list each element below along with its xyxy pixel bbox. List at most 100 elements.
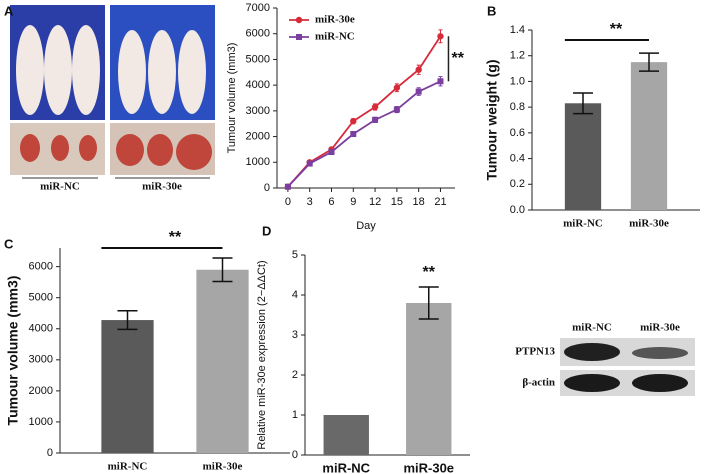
marker [393, 106, 400, 113]
y-axis-label: Tumour volume (mm3) [226, 43, 238, 154]
y-tick-label: 0.4 [510, 152, 525, 164]
blot-band [632, 347, 688, 359]
y-tick-label: 2 [292, 369, 298, 381]
y-tick-label: 4000 [29, 323, 53, 335]
x-tick-label: miR-NC [108, 461, 148, 473]
marker [328, 149, 335, 155]
legend-label: miR-NC [315, 31, 355, 43]
significance: ** [169, 229, 182, 246]
panel-label: B [487, 3, 496, 18]
series-line [287, 35, 442, 188]
x-tick-label: 0 [285, 196, 291, 208]
error-bar [212, 257, 233, 283]
x-tick-label: 12 [369, 196, 381, 208]
y-tick-label: 1000 [246, 156, 270, 168]
error-bar [573, 92, 593, 115]
blot-row: PTPN13 [515, 346, 555, 358]
bar [101, 320, 154, 453]
bar [323, 415, 369, 455]
x-tick-label: 15 [391, 196, 403, 208]
marker [415, 66, 422, 73]
panel-label: C [4, 236, 14, 251]
marker [350, 131, 357, 137]
y-tick-label: 3000 [29, 354, 53, 366]
marker [350, 117, 357, 125]
y-tick-label: 6000 [246, 28, 270, 40]
y-tick-label: 1.4 [510, 24, 525, 36]
legend-marker [296, 34, 302, 40]
y-tick-label: 2000 [246, 130, 270, 142]
blot-band [564, 343, 620, 361]
x-tick-label: miR-NC [563, 218, 603, 230]
panel-label: D [262, 223, 271, 238]
panel-label: A [4, 3, 14, 18]
marker [437, 78, 444, 85]
y-tick-label: 5 [292, 249, 298, 261]
blot-row: β-actin [522, 377, 555, 389]
y-tick-label: 0.6 [510, 127, 525, 139]
legend-marker [295, 16, 303, 24]
y-tick-label: 6000 [29, 261, 53, 273]
error-bar [117, 309, 138, 331]
x-tick-label: 3 [307, 196, 313, 208]
x-tick-label: miR-30e [203, 461, 243, 473]
y-axis-label: Tumour weight (g) [484, 59, 500, 180]
x-tick-label: 18 [413, 196, 425, 208]
y-tick-label: 4000 [246, 79, 270, 91]
x-tick-label: miR-NC [322, 460, 370, 474]
y-tick-label: 0 [264, 182, 270, 194]
significance: ** [423, 264, 436, 281]
blot-column: miR-NC [572, 322, 612, 334]
marker [372, 116, 379, 123]
x-tick-label: 6 [328, 196, 334, 208]
y-tick-label: 3 [292, 329, 298, 341]
y-axis-label: Relative miR-30e expression (2−ΔΔCt) [256, 260, 268, 449]
y-tick-label: 3000 [246, 105, 270, 117]
significance: ** [451, 50, 464, 67]
series-line [287, 80, 441, 188]
y-tick-label: 2000 [29, 385, 53, 397]
legend-label: miR-30e [315, 14, 355, 26]
x-tick-label: 9 [350, 196, 356, 208]
y-tick-label: 4 [292, 289, 298, 301]
y-tick-label: 0.0 [510, 204, 525, 216]
y-tick-label: 5000 [246, 53, 270, 65]
x-tick-label: 21 [434, 196, 446, 208]
y-tick-label: 1.2 [510, 50, 525, 62]
x-tick-label: miR-30e [403, 460, 454, 474]
marker [437, 33, 444, 40]
y-tick-label: 0.8 [510, 101, 525, 113]
x-tick-label: miR-30e [629, 218, 669, 230]
x-axis-label: Day [356, 220, 376, 232]
mice [16, 25, 206, 115]
y-axis-label: Tumour volume (mm3) [5, 276, 21, 426]
error-bar [418, 286, 439, 320]
significance: ** [610, 21, 623, 38]
tumours [20, 134, 212, 170]
y-tick-label: 7000 [246, 2, 270, 14]
blot-column: miR-30e [640, 322, 680, 334]
marker [306, 160, 313, 167]
bar [406, 303, 452, 455]
marker [393, 84, 401, 91]
y-tick-label: 0 [47, 447, 53, 459]
marker [415, 88, 422, 95]
y-tick-label: 0.2 [510, 178, 525, 190]
y-tick-label: 1.0 [510, 75, 525, 87]
blot-band [564, 374, 620, 392]
y-tick-label: 5000 [29, 292, 53, 304]
error-bar [639, 52, 659, 72]
marker [371, 103, 379, 111]
photo-label: miR-NC [40, 181, 80, 193]
bar [564, 103, 602, 210]
blot-band [632, 374, 688, 392]
y-tick-label: 1000 [29, 416, 53, 428]
y-tick-label: 1 [292, 409, 298, 421]
marker [284, 183, 291, 190]
photo-label: miR-30e [142, 181, 182, 193]
y-tick-label: 0 [292, 449, 298, 461]
bar [196, 269, 249, 453]
bar [630, 62, 668, 211]
